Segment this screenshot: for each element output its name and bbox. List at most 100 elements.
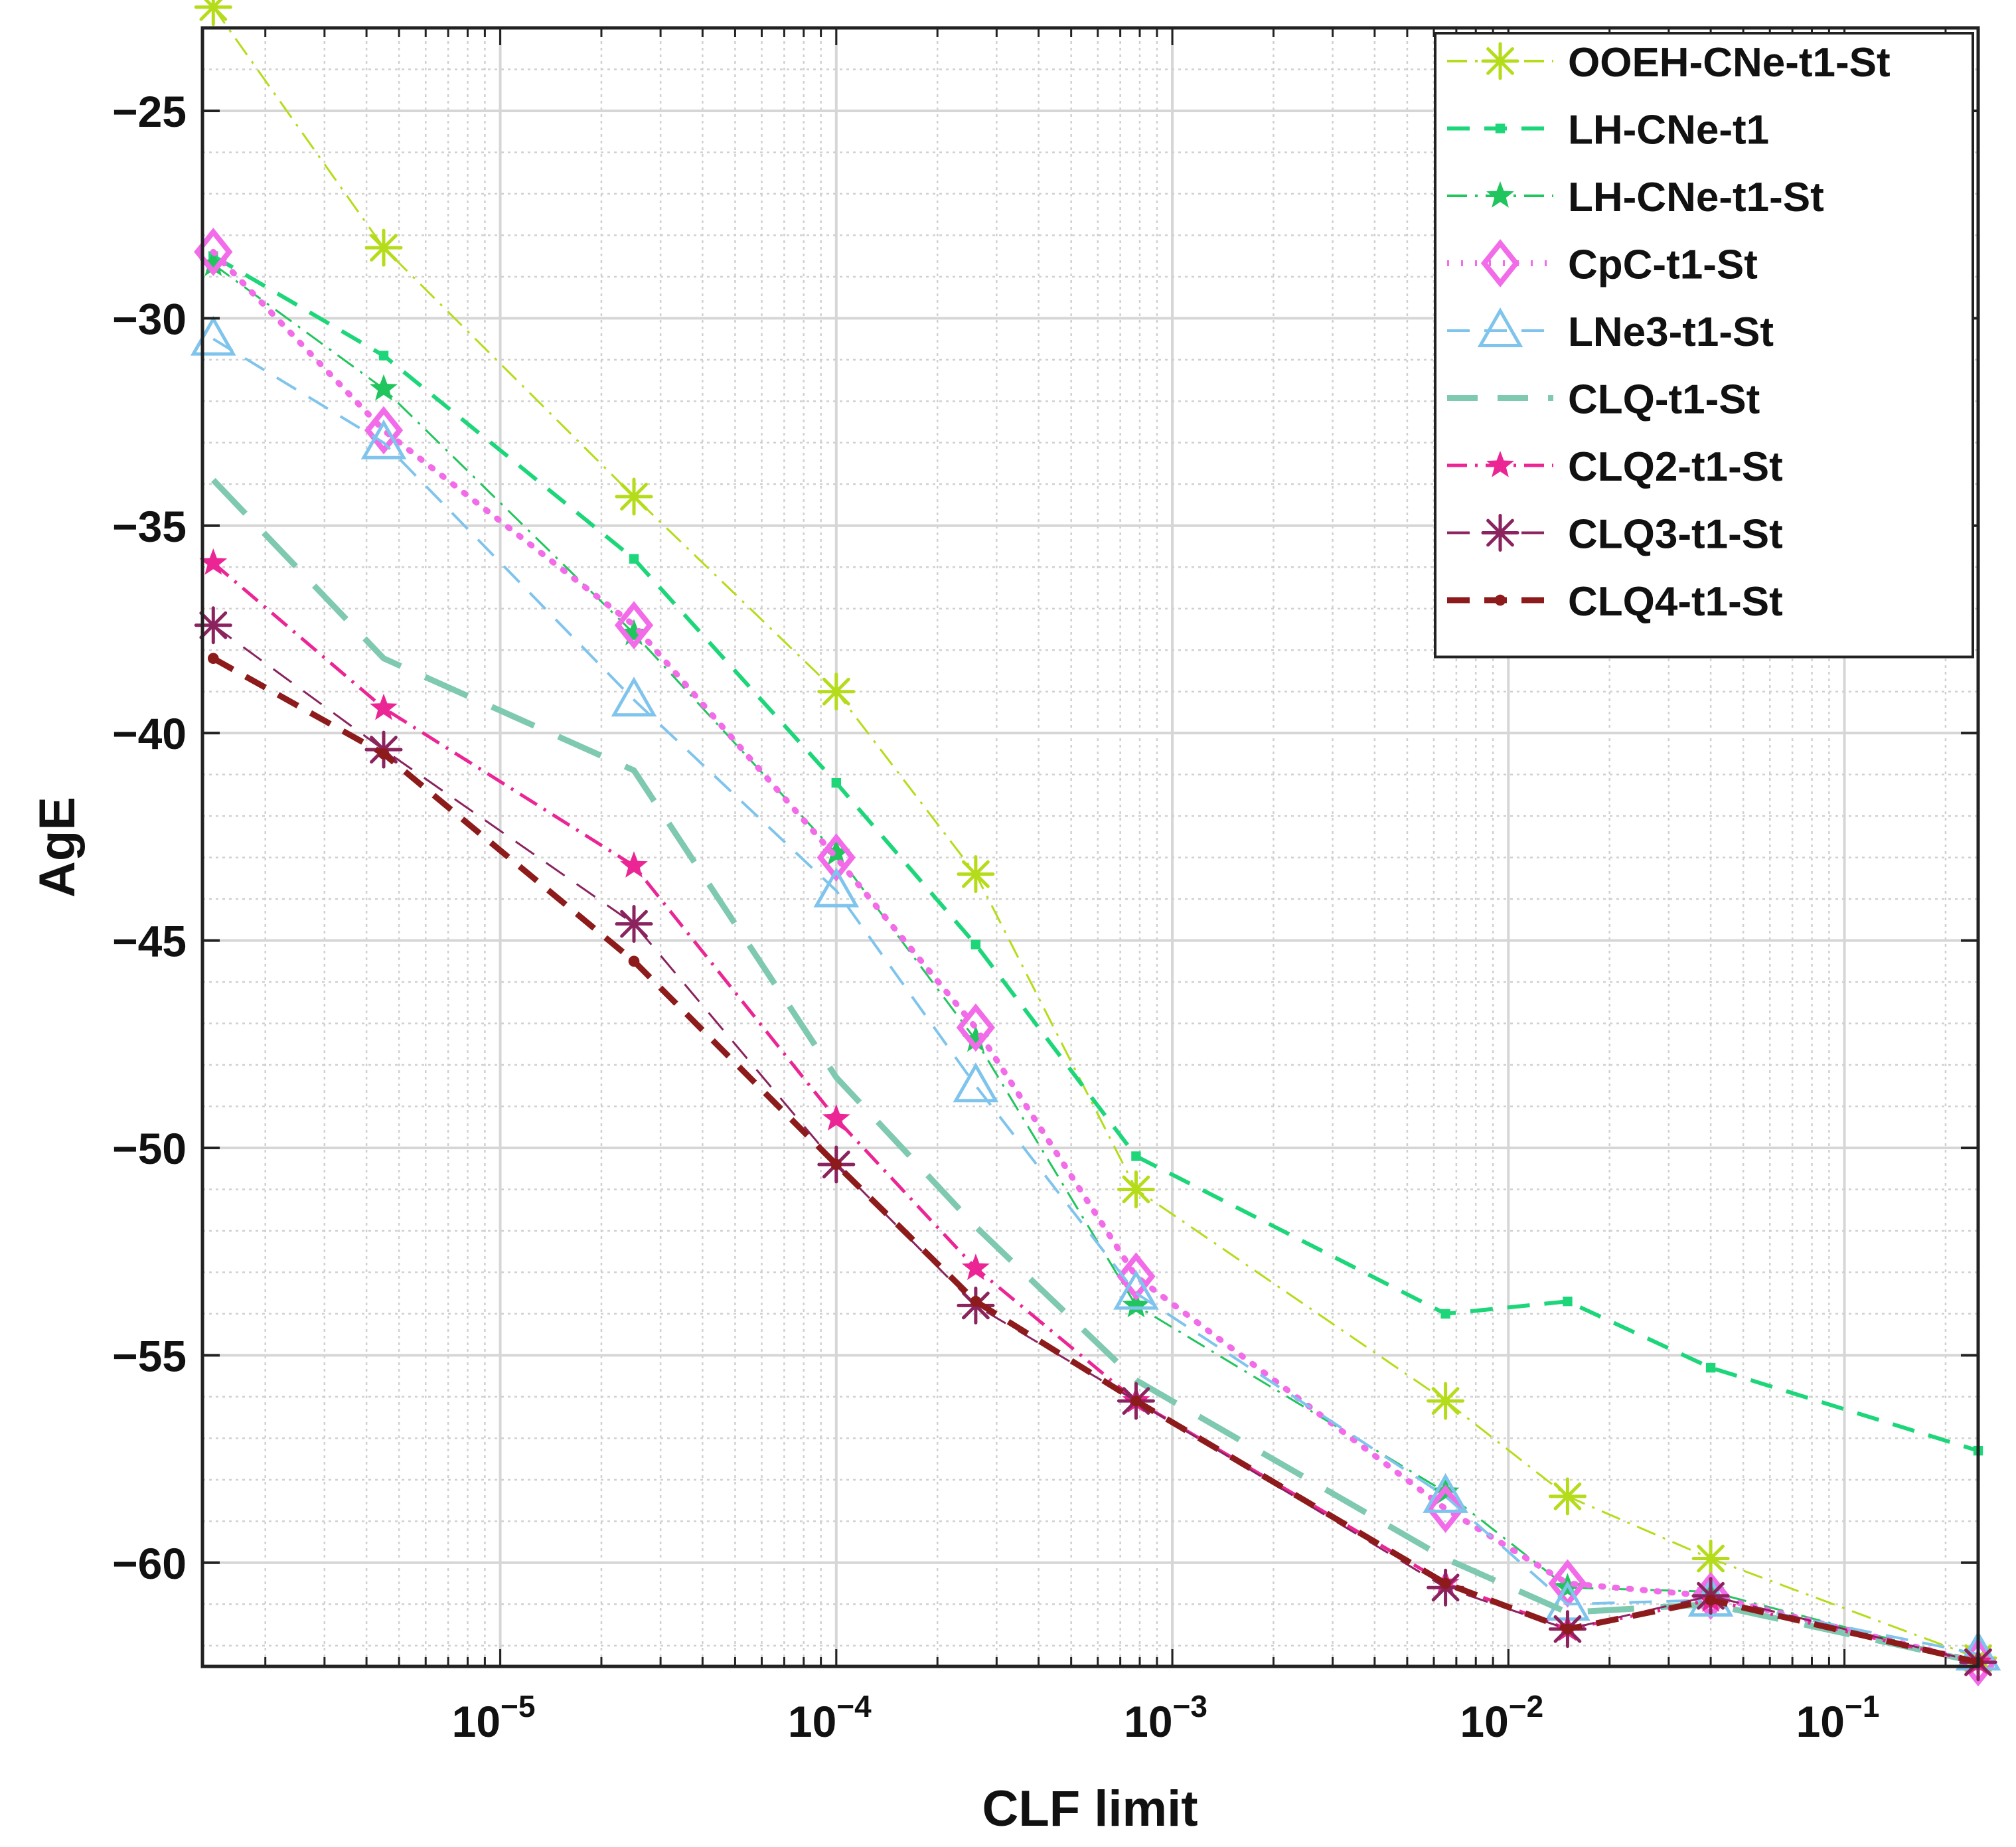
series-line xyxy=(212,6,1979,1659)
legend-label: CLQ4-t1-St xyxy=(1568,579,1783,625)
data-point xyxy=(1131,1151,1141,1161)
legend-marker xyxy=(1480,239,1520,287)
data-point xyxy=(615,905,653,943)
legend-label: LNe3-t1-St xyxy=(1568,309,1774,355)
legend-label: LH-CNe-t1-St xyxy=(1568,175,1824,220)
data-point xyxy=(1130,1395,1142,1407)
data-point xyxy=(620,851,648,878)
data-point xyxy=(615,477,653,516)
data-point xyxy=(378,748,390,760)
legend-marker xyxy=(1495,123,1506,133)
data-point xyxy=(1426,1485,1465,1533)
data-point xyxy=(1117,1170,1155,1208)
y-tick-label: −60 xyxy=(112,1539,187,1588)
data-point xyxy=(1122,1291,1150,1318)
legend-label: CLQ-t1-St xyxy=(1568,377,1760,423)
series-line xyxy=(211,477,1979,1666)
data-point xyxy=(1562,1623,1573,1635)
series-line xyxy=(210,248,1981,1666)
data-point xyxy=(1117,1252,1156,1301)
legend-entry: LH-CNe-t1 xyxy=(1447,108,1769,153)
legend-entry: CLQ3-t1-St xyxy=(1447,512,1783,558)
data-point xyxy=(1563,1296,1573,1307)
legend-marker xyxy=(1477,307,1523,347)
y-tick-label: −30 xyxy=(112,294,187,343)
data-point xyxy=(364,228,403,267)
legend-marker xyxy=(1481,514,1519,552)
y-tick-label: −50 xyxy=(112,1124,187,1173)
data-point xyxy=(1705,1594,1717,1606)
x-tick-label: 10−3 xyxy=(1124,1689,1207,1746)
legend: OOEH-CNe-t1-St LH-CNe-t1 LH-CNe-t1-St CpC-t… xyxy=(1434,32,1974,659)
x-tick-label: 10−1 xyxy=(1796,1689,1880,1746)
legend-marker xyxy=(1486,181,1514,208)
legend-box xyxy=(1434,32,1974,659)
axis-ticks: −60 −55 −50 −45 −40 −35 −30 −25 10−5 10−4 10−3 10−2… xyxy=(112,28,1978,1746)
data-point xyxy=(378,351,389,361)
legend-entry: LNe3-t1-St xyxy=(1447,307,1774,355)
grid xyxy=(202,27,1978,1666)
data-point xyxy=(629,554,639,564)
y-tick-label: −55 xyxy=(112,1331,187,1380)
data-point xyxy=(970,1295,982,1307)
data-point xyxy=(830,1159,842,1170)
data-point xyxy=(1423,1473,1468,1513)
data-point xyxy=(370,693,398,720)
data-point xyxy=(962,1253,990,1280)
data-point xyxy=(194,0,232,27)
x-tick-label: 10−2 xyxy=(1460,1689,1543,1746)
data-point xyxy=(1440,1309,1450,1319)
series-line xyxy=(212,263,1979,1664)
y-tick-label: −35 xyxy=(112,502,187,551)
y-tick-label: −45 xyxy=(112,917,187,966)
x-tick-label: 10−5 xyxy=(452,1689,536,1746)
series-clq4-t1-st xyxy=(207,653,1984,1668)
legend-entry: CLQ-t1-St xyxy=(1447,377,1760,423)
legend-entry: CLQ2-t1-St xyxy=(1447,444,1783,490)
legend-entry: LH-CNe-t1-St xyxy=(1447,175,1824,220)
data-point xyxy=(822,1104,850,1131)
data-point xyxy=(207,653,219,665)
data-point xyxy=(962,1025,990,1052)
data-point xyxy=(199,548,228,575)
y-tick-label: −25 xyxy=(112,87,187,136)
legend-marker xyxy=(1494,594,1506,606)
x-tick-label: 10−4 xyxy=(788,1689,872,1746)
legend-entry: CpC-t1-St xyxy=(1447,239,1758,288)
data-point xyxy=(813,867,860,908)
data-point xyxy=(816,833,856,882)
legend-marker xyxy=(1486,451,1514,477)
legend-entry: CLQ4-t1-St xyxy=(1447,579,1783,625)
data-point xyxy=(364,406,404,455)
series-line xyxy=(212,337,1979,1656)
data-point xyxy=(953,1062,999,1103)
data-point xyxy=(956,1003,996,1052)
series-clq-t1-st xyxy=(211,477,1979,1666)
series-ooeh-cne-t1-st xyxy=(194,0,1997,1678)
series-line xyxy=(212,655,1979,1666)
legend-marker xyxy=(1481,42,1519,80)
data-point xyxy=(1427,1382,1465,1420)
data-point xyxy=(614,601,654,650)
legend-entry: OOEH-CNe-t1-St xyxy=(1447,40,1891,86)
legend-label: CpC-t1-St xyxy=(1568,242,1758,288)
data-point xyxy=(199,250,228,276)
data-point xyxy=(970,939,981,950)
data-point xyxy=(1691,1540,1730,1578)
data-point xyxy=(360,419,407,459)
legend-label: CLQ2-t1-St xyxy=(1568,444,1783,490)
y-axis-label: AgE xyxy=(29,797,86,898)
data-point xyxy=(628,955,640,967)
legend-label: CLQ3-t1-St xyxy=(1568,512,1783,558)
data-point xyxy=(957,855,995,894)
series-line xyxy=(212,254,1979,1453)
data-point xyxy=(1113,1269,1159,1310)
x-axis-label: CLF limit xyxy=(982,1781,1198,1837)
data-point xyxy=(620,619,648,645)
legend-label: LH-CNe-t1 xyxy=(1568,108,1769,153)
data-point xyxy=(1440,1577,1451,1589)
data-point xyxy=(817,673,856,711)
legend-label: OOEH-CNe-t1-St xyxy=(1568,40,1891,86)
data-point xyxy=(1548,1477,1587,1516)
